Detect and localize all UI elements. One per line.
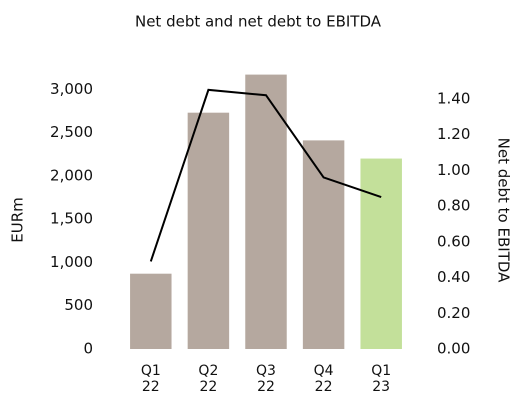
y2-tick-label: 0.00 bbox=[437, 340, 470, 358]
y2-tick-label: 0.40 bbox=[437, 268, 470, 286]
y2-tick-label: 0.60 bbox=[437, 232, 470, 250]
y-tick-label: 0 bbox=[83, 340, 93, 358]
y-tick-label: 2,500 bbox=[50, 123, 93, 141]
y2-tick-label: 1.40 bbox=[437, 89, 470, 107]
y-axis-label: EURm bbox=[9, 197, 27, 243]
x-tick-label: Q3 22 bbox=[256, 363, 276, 395]
y2-axis-label: Net debt to EBITDA bbox=[495, 138, 513, 283]
y2-tick-label: 1.20 bbox=[437, 125, 470, 143]
chart-title: Net debt and net debt to EBITDA bbox=[135, 13, 382, 31]
bar bbox=[130, 273, 172, 349]
y-tick-label: 500 bbox=[64, 296, 93, 314]
y-tick-label: 1,500 bbox=[50, 210, 93, 228]
bar bbox=[245, 74, 287, 350]
bar bbox=[302, 140, 345, 349]
x-tick-label: Q1 23 bbox=[371, 363, 392, 395]
y-tick-label: 2,000 bbox=[50, 166, 93, 184]
y-tick-label: 3,000 bbox=[50, 80, 93, 98]
y2-tick-label: 0.20 bbox=[437, 304, 470, 322]
y-tick-label: 1,000 bbox=[50, 253, 93, 271]
x-tick-label: Q4 22 bbox=[313, 363, 334, 395]
x-tick-label: Q2 22 bbox=[198, 363, 219, 395]
line bbox=[149, 88, 382, 262]
y2-tick-label: 0.80 bbox=[437, 197, 470, 215]
x-tick-label: Q1 22 bbox=[140, 363, 161, 395]
y2-tick-label: 1.00 bbox=[437, 161, 470, 179]
bar bbox=[360, 158, 402, 349]
bar bbox=[187, 112, 230, 349]
